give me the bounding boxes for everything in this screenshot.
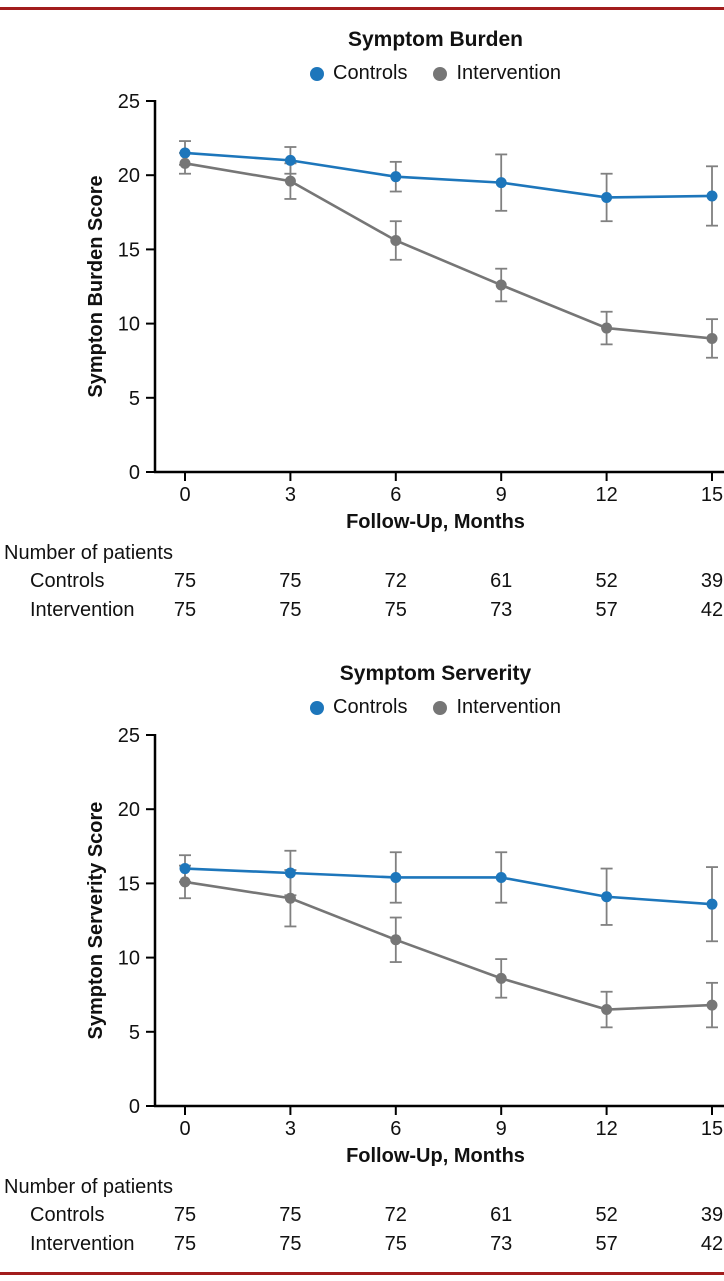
chart-legend: Controls Intervention [155, 696, 716, 719]
patient-count: 73 [490, 599, 513, 621]
svg-text:5: 5 [129, 1022, 140, 1044]
svg-text:20: 20 [118, 799, 140, 821]
svg-text:3: 3 [285, 484, 296, 506]
legend-item-intervention: Intervention [433, 696, 561, 719]
intervention-dot-icon [433, 66, 448, 81]
svg-text:15: 15 [118, 873, 140, 895]
legend-item-intervention: Intervention [433, 62, 561, 85]
patients-row-label: Intervention [30, 1233, 135, 1255]
patient-count: 75 [384, 1233, 407, 1255]
patient-count: 42 [700, 599, 724, 621]
patient-count: 75 [173, 599, 197, 621]
svg-text:15: 15 [118, 239, 140, 261]
controls-dot-icon [310, 66, 324, 81]
legend-item-controls: Controls [310, 696, 407, 719]
symptom-severity-panel: Symptom Serverity Controls Intervention … [0, 644, 724, 1262]
patient-count: 42 [700, 1233, 724, 1255]
patients-row-intervention: Intervention 75 75 75 73 57 42 [0, 599, 724, 628]
patient-count: 73 [490, 1233, 513, 1255]
controls-dot-icon [310, 700, 324, 715]
patient-count: 75 [279, 1204, 302, 1226]
patients-table: Number of patients Controls 75 75 72 61 52 39… [0, 542, 724, 628]
svg-text:0: 0 [129, 462, 140, 484]
bottom-border-rule [0, 1272, 724, 1275]
legend-label-controls: Controls [333, 62, 408, 84]
svg-text:0: 0 [129, 1096, 140, 1118]
svg-text:9: 9 [496, 484, 507, 506]
patient-count: 75 [173, 1233, 197, 1255]
chart-legend: Controls Intervention [155, 62, 716, 85]
patients-row-controls: Controls 75 75 72 61 52 39 [0, 1204, 724, 1233]
svg-text:9: 9 [496, 1118, 507, 1140]
symptom-burden-panel: Symptom Burden Controls Intervention 0 5 1… [0, 10, 724, 628]
patient-count: 39 [700, 1204, 724, 1226]
patient-count: 75 [279, 570, 302, 592]
svg-text:3: 3 [285, 1118, 296, 1140]
patients-row-label: Controls [30, 570, 105, 592]
patient-count: 75 [173, 570, 197, 592]
patient-count: 61 [490, 570, 513, 592]
chart-title-symptom-burden: Symptom Burden [347, 28, 523, 51]
patients-row-label: Controls [30, 1204, 105, 1226]
patient-count: 72 [384, 1204, 407, 1226]
legend-label-intervention: Intervention [456, 696, 561, 718]
svg-text:10: 10 [118, 314, 140, 336]
symptom-severity-line-chart: 0 5 10 15 20 25 0 3 6 9 12 15 Sympton Serverity Scor… [85, 725, 724, 1140]
patients-row-controls: Controls 75 75 72 61 52 39 [0, 570, 724, 599]
legend-label-controls: Controls [333, 696, 408, 718]
patient-count: 57 [595, 1233, 618, 1255]
svg-text:10: 10 [118, 948, 140, 970]
svg-text:12: 12 [595, 1118, 617, 1140]
patient-count: 72 [384, 570, 407, 592]
patient-count: 52 [595, 1204, 618, 1226]
legend-label-intervention: Intervention [456, 62, 561, 84]
svg-text:12: 12 [595, 484, 617, 506]
svg-text:6: 6 [390, 484, 401, 506]
x-axis-label: Follow-Up, Months [346, 511, 525, 533]
patients-row-intervention: Intervention 75 75 75 73 57 42 [0, 1233, 724, 1262]
svg-text:0: 0 [179, 484, 190, 506]
patient-count: 52 [595, 570, 618, 592]
patient-count: 75 [279, 1233, 302, 1255]
patient-count: 39 [700, 570, 724, 592]
patient-count: 57 [595, 599, 618, 621]
svg-text:Sympton Burden Score: Sympton Burden Score [85, 175, 107, 397]
patients-table: Number of patients Controls 75 75 72 61 52 39… [0, 1176, 724, 1262]
svg-text:15: 15 [701, 1118, 723, 1140]
symptom-burden-line-chart: 0 5 10 15 20 25 0 3 6 9 12 15 Sympton Burden Score [85, 91, 724, 506]
svg-text:Sympton Serverity Score: Sympton Serverity Score [85, 802, 107, 1040]
svg-text:20: 20 [118, 165, 140, 187]
intervention-dot-icon [433, 700, 448, 715]
patient-count: 61 [490, 1204, 513, 1226]
patient-count: 75 [173, 1204, 197, 1226]
svg-text:15: 15 [701, 484, 723, 506]
patients-row-label: Intervention [30, 599, 135, 621]
patient-count: 75 [279, 599, 302, 621]
svg-text:0: 0 [179, 1118, 190, 1140]
svg-text:6: 6 [390, 1118, 401, 1140]
svg-text:25: 25 [118, 91, 140, 113]
patients-heading: Number of patients [4, 542, 173, 564]
legend-item-controls: Controls [310, 62, 407, 85]
top-border-rule [0, 7, 724, 10]
x-axis-label: Follow-Up, Months [346, 1145, 525, 1167]
svg-text:25: 25 [118, 725, 140, 747]
svg-text:5: 5 [129, 388, 140, 410]
patient-count: 75 [384, 599, 407, 621]
patients-heading: Number of patients [4, 1176, 173, 1198]
chart-title-symptom-severity: Symptom Serverity [339, 662, 532, 685]
